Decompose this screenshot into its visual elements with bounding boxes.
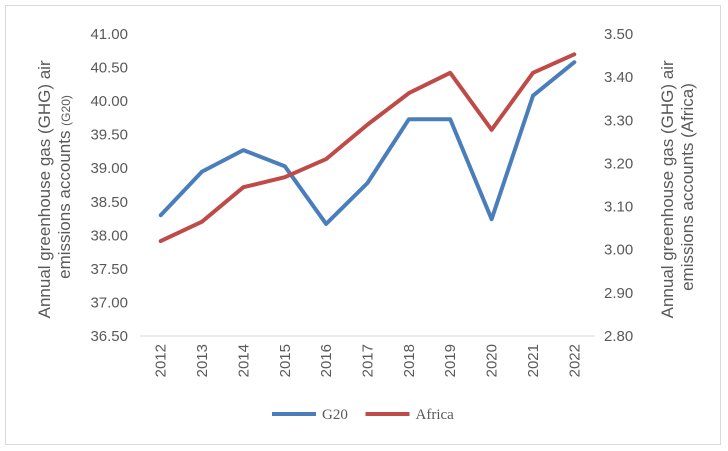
left-tick-label: 37.00 (90, 294, 128, 311)
x-tick-label: 2016 (318, 344, 335, 377)
right-tick-label: 3.10 (604, 199, 633, 216)
right-tick-label: 2.90 (604, 285, 633, 302)
left-tick-label: 37.50 (90, 261, 128, 278)
x-tick-label: 2018 (401, 344, 418, 377)
x-tick-label: 2021 (525, 344, 542, 377)
left-tick-label: 40.50 (90, 60, 128, 77)
legend-item-africa: Africa (365, 407, 455, 423)
left-axis-title: Annual greenhouse gas (GHG) air emission… (35, 56, 74, 319)
x-tick-label: 2014 (235, 344, 252, 377)
right-tick-label: 2.80 (604, 328, 633, 345)
left-tick-label: 36.50 (90, 328, 128, 345)
right-tick-label: 3.00 (604, 242, 633, 259)
right-tick-label: 3.20 (604, 155, 633, 172)
x-tick-label: 2013 (194, 344, 211, 377)
left-axis-title-sub: emissions accounts (55, 131, 74, 279)
right-axis-title-line1: Annual greenhouse gas (GHG) air (658, 60, 677, 318)
left-axis-title-small: (G20) (59, 95, 73, 126)
x-tick-label: 2019 (442, 344, 459, 377)
left-tick-label: 38.50 (90, 194, 128, 211)
x-tick-label: 2020 (484, 344, 501, 377)
left-tick-label: 40.00 (90, 93, 128, 110)
left-tick-label: 39.50 (90, 127, 128, 144)
x-tick-label: 2022 (566, 344, 583, 377)
legend: G20 Africa (272, 407, 454, 423)
left-tick-label: 41.00 (90, 26, 128, 43)
left-axis-ticks: 36.50 37.00 37.50 38.00 38.50 39.00 39.50 40.00… (90, 26, 128, 345)
x-tick-label: 2015 (277, 344, 294, 377)
legend-label: Africa (416, 407, 455, 423)
x-tick-label: 2012 (153, 344, 170, 377)
legend-item-g20: G20 (272, 407, 348, 423)
left-tick-label: 39.00 (90, 160, 128, 177)
legend-label: G20 (322, 407, 348, 423)
right-axis-title-line2: emissions accounts (Africa) (678, 83, 697, 291)
right-tick-label: 3.50 (604, 26, 633, 43)
right-tick-label: 3.40 (604, 69, 633, 86)
right-axis-title: Annual greenhouse gas (GHG) air emission… (658, 56, 697, 319)
series-line-g20 (158, 60, 577, 226)
x-tick-label: 2017 (360, 344, 377, 377)
right-tick-label: 3.30 (604, 112, 633, 129)
left-axis-title-line1: Annual greenhouse gas (GHG) air (35, 60, 54, 318)
series-line-africa (158, 52, 577, 244)
x-axis-ticks: 2012 2013 2014 2015 2016 2017 2018 2019 2020 2021… (153, 344, 584, 377)
chart-frame (5, 5, 721, 445)
right-axis-ticks: 2.80 2.90 3.00 3.10 3.20 3.30 3.40 3.50 (604, 26, 633, 345)
left-axis-title-line2: emissions accounts (G20) (55, 95, 74, 279)
series-lines (158, 52, 577, 244)
left-tick-label: 38.00 (90, 227, 128, 244)
